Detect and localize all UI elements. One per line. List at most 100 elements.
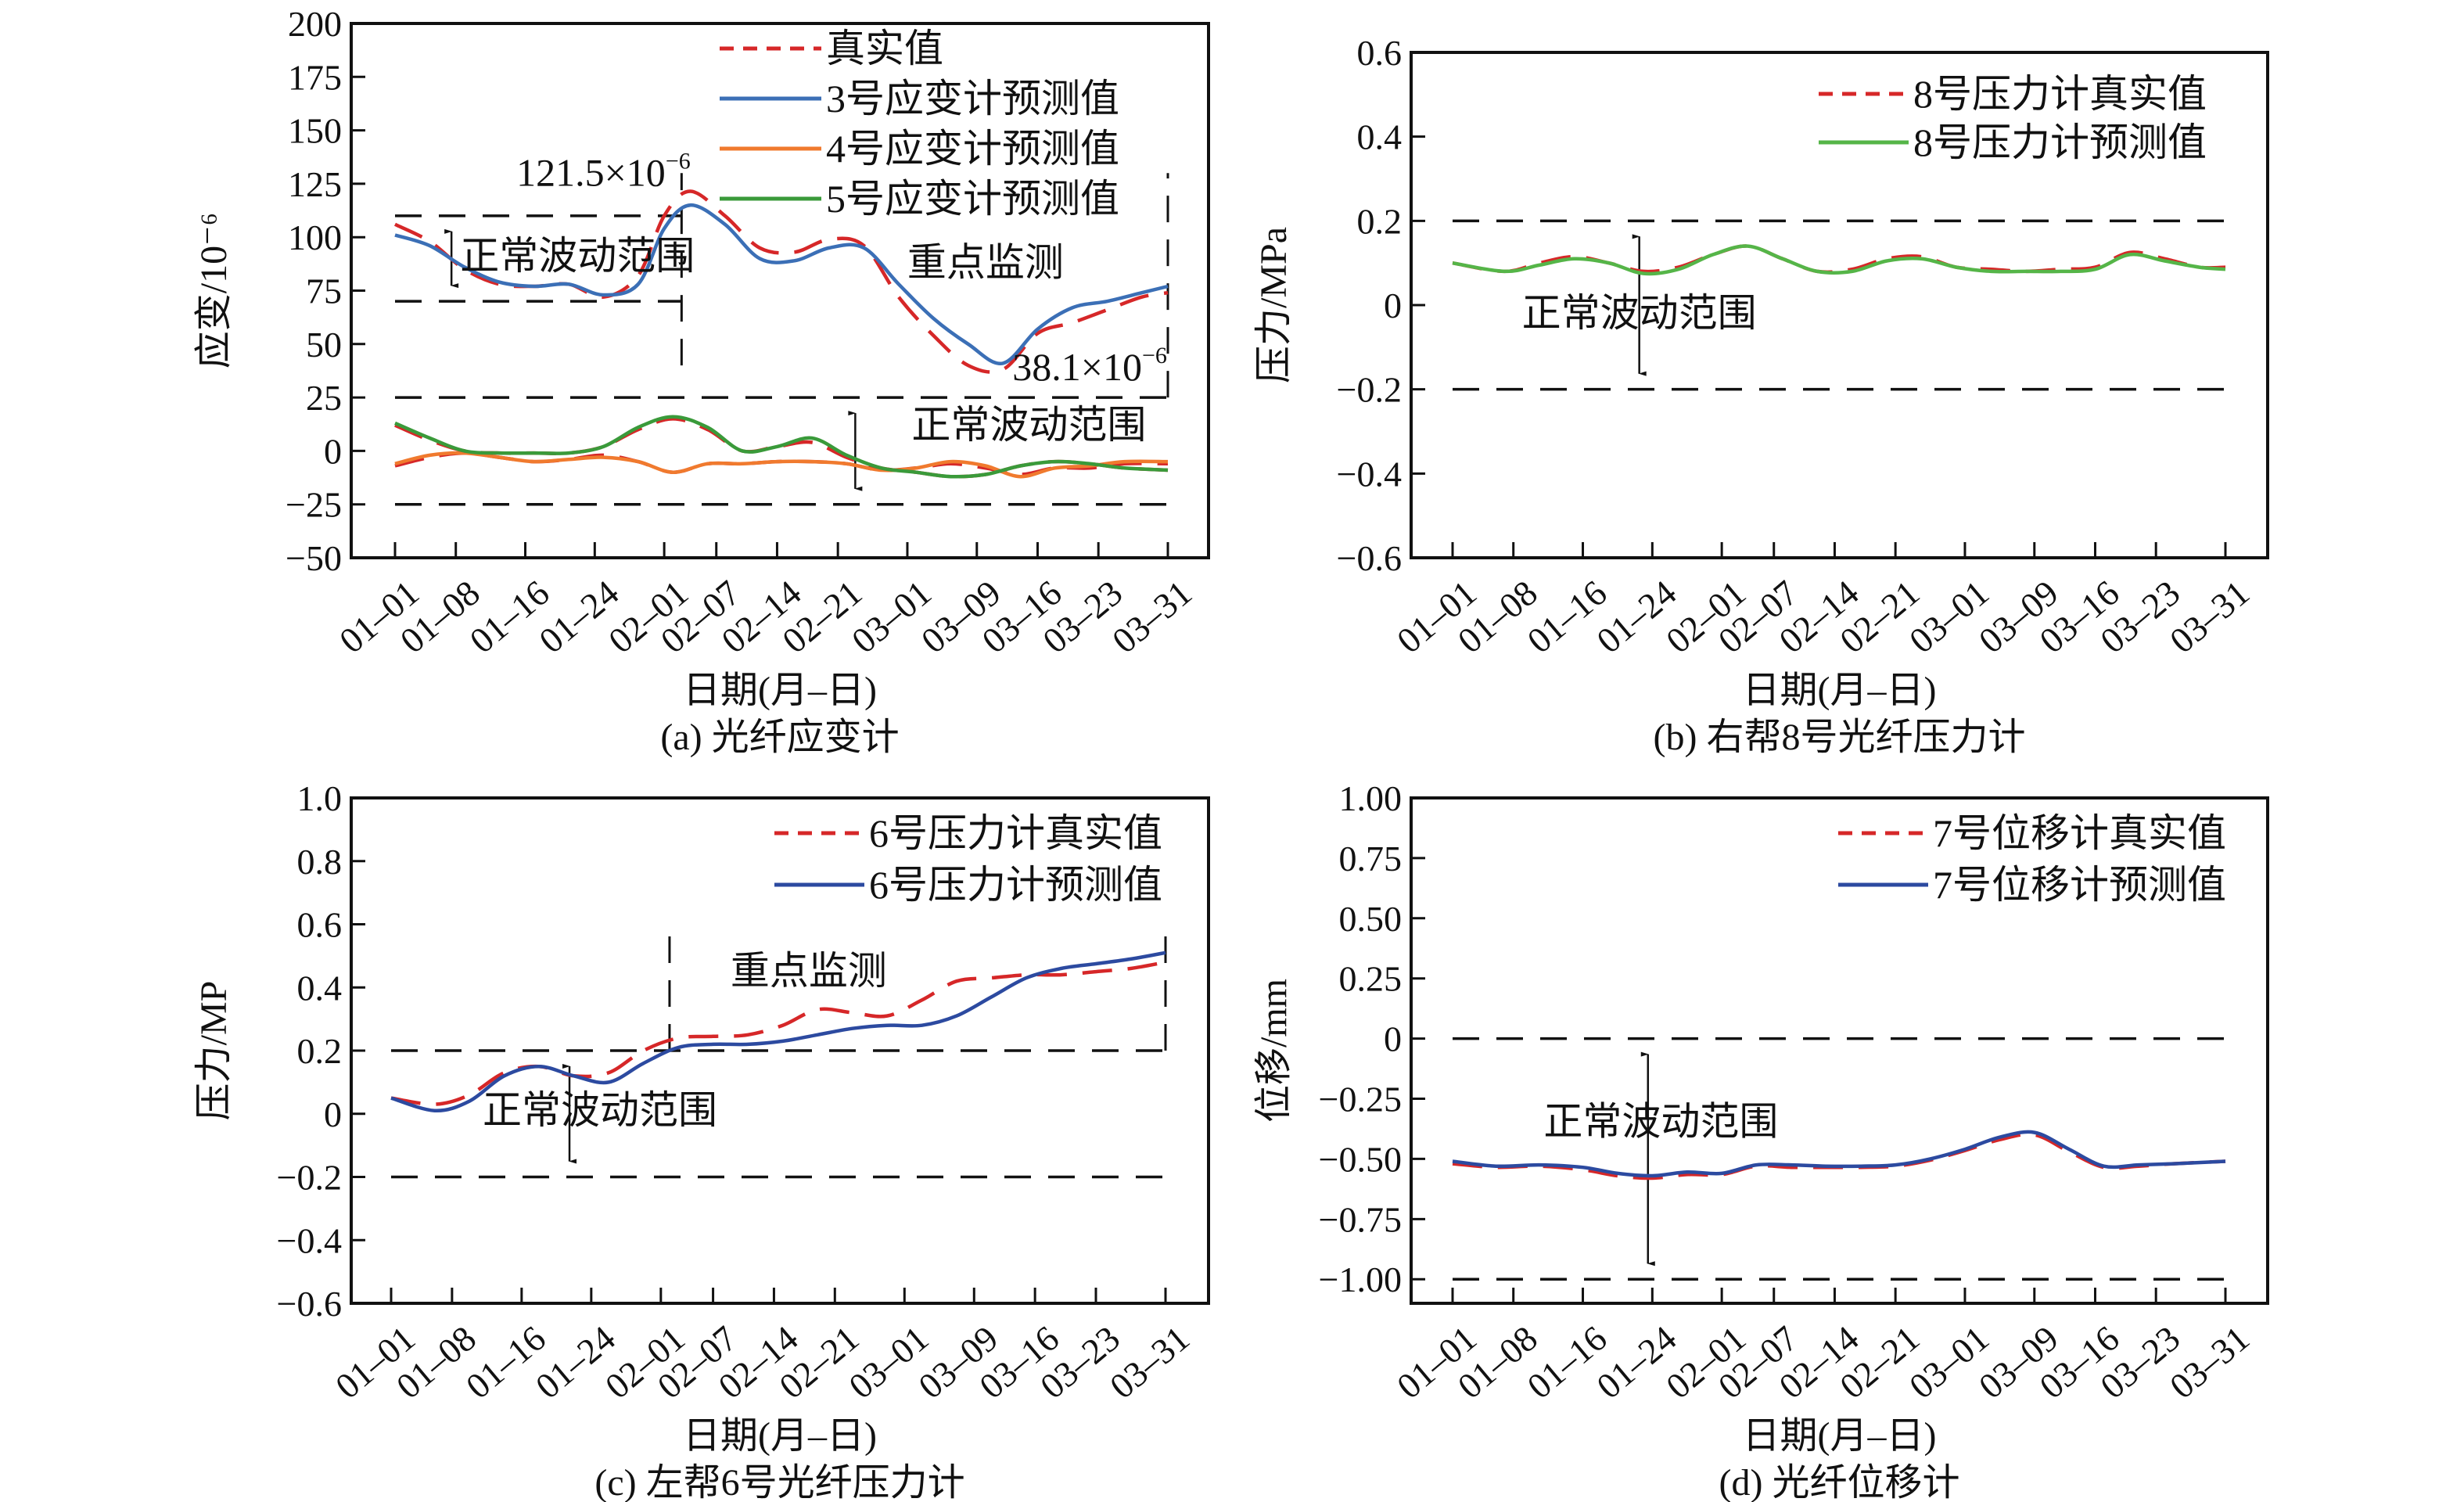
x-tick-label: 01–24: [1589, 1318, 1684, 1407]
panel-caption: (d) 光纤位移计: [1719, 1462, 1960, 1502]
annotation: 重点监测: [907, 240, 1064, 284]
x-tick-label: 01–16: [458, 1318, 553, 1407]
y-tick-label: 0: [324, 1094, 342, 1134]
y-tick-label: 0.2: [1357, 201, 1403, 241]
legend-label: 7号位移计预测值: [1933, 863, 2226, 907]
y-tick-label: 0.25: [1339, 959, 1403, 999]
series-line-1: [394, 203, 1169, 365]
legend-label: 5号应变计预测值: [826, 177, 1119, 221]
panel-caption: (b) 右帮8号光纤压力计: [1654, 717, 2026, 758]
annotation: 正常波动范围: [911, 403, 1146, 447]
y-axis-title: 压力/MPa: [1253, 227, 1295, 383]
annotation-text: 正常波动范围: [911, 403, 1146, 447]
y-tick-label: 0: [1384, 1019, 1402, 1059]
x-tick-label: 03–01: [1902, 573, 1996, 661]
legend-label: 6号压力计预测值: [869, 863, 1162, 907]
x-tick-label: 03–31: [2162, 573, 2257, 661]
legend-label: 8号压力计真实值: [1913, 72, 2207, 116]
annotation-text: 38.1×10: [1012, 345, 1142, 389]
legend-label: 真实值: [826, 27, 943, 70]
x-tick-label: 01–16: [1520, 573, 1615, 661]
x-tick-label: 01–24: [532, 573, 627, 661]
annotation-text: 正常波动范围: [1522, 291, 1757, 335]
x-axis-title: 日期(月–日): [1743, 1415, 1937, 1457]
x-tick-label: 01–16: [462, 573, 557, 661]
y-tick-label: 200: [288, 4, 342, 44]
x-tick-label: 03–01: [1902, 1318, 1996, 1407]
y-tick-label: 175: [288, 57, 342, 97]
annotation-text: 正常波动范围: [460, 234, 695, 278]
x-tick-label: 03–01: [844, 573, 939, 661]
y-tick-label: 1.00: [1339, 778, 1403, 818]
x-axis-title: 日期(月–日): [1743, 670, 1937, 711]
annotation: 正常波动范围: [1522, 291, 1757, 335]
x-tick-label: 03–31: [1102, 1318, 1197, 1407]
panel-a: −50−25025507510012515017520001–0101–0801…: [193, 4, 1210, 758]
x-tick-label: 01–24: [1589, 573, 1684, 661]
y-tick-label: 0.75: [1339, 839, 1403, 879]
y-tick-label: 0.2: [297, 1031, 343, 1071]
y-tick-label: 25: [306, 378, 342, 418]
annotation: 正常波动范围: [483, 1088, 717, 1132]
series-line-3: [394, 451, 1169, 479]
annotation: 121.5×10−6: [516, 149, 691, 195]
panel-caption: (a) 光纤应变计: [660, 717, 899, 758]
y-tick-label: 0.6: [1357, 33, 1403, 73]
x-tick-label: 01–16: [1520, 1318, 1615, 1407]
series-line-1: [1452, 1130, 2226, 1178]
series-line-1: [390, 950, 1166, 1112]
x-tick-label: 03–31: [1104, 573, 1199, 661]
annotation-text: 重点监测: [907, 240, 1064, 284]
y-tick-label: −0.4: [1337, 454, 1402, 494]
y-tick-label: −0.2: [277, 1158, 342, 1198]
y-tick-label: −25: [286, 485, 342, 525]
y-tick-label: 100: [288, 217, 342, 257]
annotation-text: 正常波动范围: [1543, 1100, 1778, 1144]
y-tick-label: −0.50: [1319, 1139, 1402, 1179]
y-tick-label: −0.75: [1319, 1199, 1402, 1239]
legend-label: 7号位移计真实值: [1933, 811, 2226, 855]
legend-label: 8号压力计预测值: [1913, 120, 2207, 164]
plot-frame: [1410, 796, 2269, 1305]
series-line-5: [394, 415, 1169, 479]
y-tick-label: −50: [286, 538, 342, 578]
annotation-text: 重点监测: [731, 949, 887, 993]
annotation: 正常波动范围: [1543, 1100, 1778, 1144]
panel-b: −0.6−0.4−0.200.20.40.601–0101–0801–1601–…: [1253, 33, 2269, 758]
y-tick-label: 125: [288, 164, 342, 204]
y-tick-label: −0.4: [277, 1220, 342, 1260]
y-axis-title: 应变/10⁻⁶: [193, 213, 235, 368]
x-tick-label: 01–24: [528, 1318, 623, 1407]
annotation: 正常波动范围: [460, 234, 695, 278]
y-tick-label: 0.4: [1357, 117, 1403, 157]
y-tick-label: −0.6: [1337, 538, 1402, 578]
y-tick-label: −0.25: [1319, 1080, 1402, 1119]
y-tick-label: 50: [306, 325, 342, 365]
x-axis-title: 日期(月–日): [683, 670, 877, 711]
y-tick-label: −0.2: [1337, 370, 1402, 410]
series-line-1: [1452, 244, 2226, 276]
y-tick-label: 0.4: [297, 968, 343, 1008]
y-tick-label: 0.8: [297, 842, 343, 882]
y-tick-label: 75: [306, 271, 342, 311]
legend-label: 3号应变计预测值: [826, 77, 1119, 120]
legend-label: 6号压力计真实值: [869, 811, 1162, 855]
y-tick-label: 0: [324, 431, 342, 471]
y-tick-label: 0.50: [1339, 899, 1403, 939]
y-tick-label: 1.0: [297, 778, 343, 818]
annotation-text: 121.5×10: [516, 151, 666, 195]
annotation-superscript: −6: [1142, 343, 1167, 368]
series-line-2: [394, 451, 1169, 476]
x-tick-label: 03–01: [841, 1318, 936, 1407]
y-axis-title: 压力/MP: [193, 981, 235, 1121]
x-axis-title: 日期(月–日): [683, 1415, 877, 1457]
y-tick-label: −0.6: [277, 1284, 342, 1324]
y-tick-label: −1.00: [1319, 1259, 1402, 1299]
y-axis-title: 位移/mm: [1253, 979, 1295, 1123]
annotation-text: 正常波动范围: [483, 1088, 717, 1132]
annotation-superscript: −6: [666, 149, 691, 174]
legend-label: 4号应变计预测值: [826, 127, 1119, 171]
panel-d: −1.00 −0.75 −0.50 −0.25 0 0.25 0.50 0.75 1.00 01–…: [1253, 778, 2269, 1502]
x-tick-label: 03–31: [2162, 1318, 2257, 1407]
